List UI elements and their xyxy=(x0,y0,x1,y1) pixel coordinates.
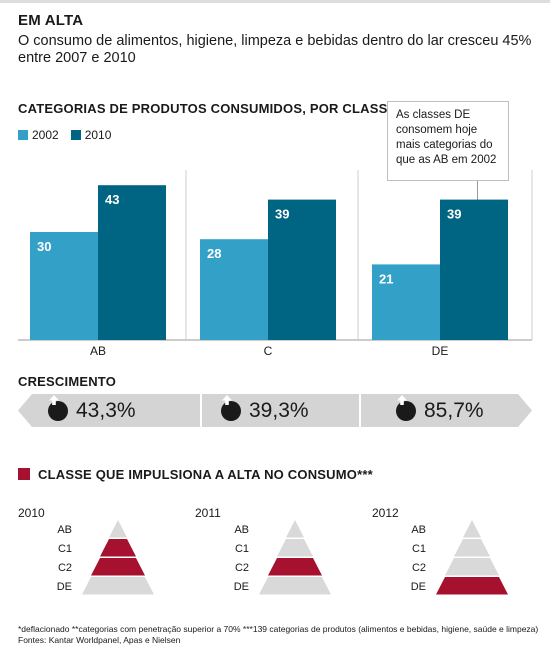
growth-value-ab: 43,3% xyxy=(76,398,136,422)
pyramid-level-label-c1: C1 xyxy=(412,543,426,555)
pyramid-shape: AB C1 C2 DE xyxy=(234,520,331,595)
pyramid-level-c1 xyxy=(454,539,490,557)
page-title: EM ALTA xyxy=(18,12,84,29)
pyramid-level-ab xyxy=(109,520,127,538)
pyramid-year-label: 2012 xyxy=(372,506,399,520)
pyramid-level-c2 xyxy=(268,558,322,576)
bar-de-2002 xyxy=(372,264,440,340)
chart-legend: 2002 2010 xyxy=(18,128,123,142)
category-label-de: DE xyxy=(432,344,449,358)
growth-value-de: 85,7% xyxy=(424,398,484,422)
category-label-ab: AB xyxy=(90,344,106,358)
bar-value-label: 30 xyxy=(37,239,51,254)
legend-swatch-2010 xyxy=(70,130,81,140)
pyramid-group: 2010 AB C1 C2 DE 2011 AB C1 C2 DE 2012 AB C1 C2 DE xyxy=(0,500,550,605)
growth-band: 43,3% 39,3% 85,7% xyxy=(18,394,532,427)
pyramid-level-label-ab: AB xyxy=(234,524,249,536)
arrow-up-icon xyxy=(48,395,68,421)
pyramid-level-label-c1: C1 xyxy=(235,543,249,555)
pyramid-title-marker xyxy=(18,468,30,480)
pyramid-level-de xyxy=(436,577,508,595)
legend-label-2002: 2002 xyxy=(32,128,59,142)
arrow-up-icon xyxy=(221,395,241,421)
pyramid-level-label-ab: AB xyxy=(411,524,426,536)
growth-value-c: 39,3% xyxy=(249,398,309,422)
arrow-up-icon xyxy=(396,395,416,421)
pyramid-title: CLASSE QUE IMPULSIONA A ALTA NO CONSUMO*… xyxy=(38,467,373,482)
legend-item-2010: 2010 xyxy=(70,128,112,142)
pyramid-level-ab xyxy=(463,520,481,538)
bar-value-label: 39 xyxy=(275,207,289,222)
pyramid-level-label-c2: C2 xyxy=(235,562,249,574)
bar-value-label: 28 xyxy=(207,246,221,261)
legend-swatch-2002 xyxy=(18,130,28,140)
bar-value-label: 43 xyxy=(105,192,119,207)
pyramid-level-c2 xyxy=(91,558,145,576)
chart-title: CATEGORIAS DE PRODUTOS CONSUMIDOS, POR C… xyxy=(18,101,397,116)
callout-box: As classes DE consomem hoje mais categor… xyxy=(387,101,509,181)
growth-item-ab: 43,3% xyxy=(48,394,136,427)
bar-ab-2002 xyxy=(30,232,98,340)
pyramid-level-label-de: DE xyxy=(234,581,249,593)
callout-connector xyxy=(477,181,478,200)
footnote: *deflacionado **categorias com penetraçã… xyxy=(18,624,548,646)
pyramid-level-c1 xyxy=(100,539,136,557)
growth-item-de: 85,7% xyxy=(396,394,484,427)
pyramid-level-ab xyxy=(286,520,304,538)
footnote-notes: *deflacionado **categorias com penetraçã… xyxy=(18,624,539,634)
pyramid-level-de xyxy=(82,577,154,595)
pyramid-year-label: 2011 xyxy=(195,506,221,520)
legend-label-2010: 2010 xyxy=(84,128,112,142)
growth-title: CRESCIMENTO xyxy=(18,374,117,389)
pyramid-2012: 2012 AB C1 C2 DE xyxy=(372,500,542,605)
pyramid-year-label: 2010 xyxy=(18,506,45,520)
page-subtitle: O consumo de alimentos, higiene, limpeza… xyxy=(18,33,532,66)
pyramid-2010: 2010 AB C1 C2 DE xyxy=(18,500,188,605)
growth-item-c: 39,3% xyxy=(221,394,309,427)
pyramid-level-label-ab: AB xyxy=(57,524,72,536)
bar-c-2010 xyxy=(268,199,336,340)
category-label-c: C xyxy=(264,344,273,358)
pyramid-shape: AB C1 C2 DE xyxy=(57,520,154,595)
top-divider xyxy=(0,0,550,3)
bar-de-2010 xyxy=(440,199,508,340)
pyramid-level-label-c1: C1 xyxy=(58,543,72,555)
bar-value-label: 39 xyxy=(447,207,461,222)
pyramid-level-c2 xyxy=(445,558,499,576)
pyramid-level-label-de: DE xyxy=(57,581,72,593)
pyramid-level-label-c2: C2 xyxy=(58,562,72,574)
footnote-sources: Fontes: Kantar Worldpanel, Apas e Nielse… xyxy=(18,635,181,645)
pyramid-shape: AB C1 C2 DE xyxy=(411,520,508,595)
pyramid-level-c1 xyxy=(277,539,313,557)
bar-ab-2010 xyxy=(98,185,166,340)
bar-c-2002 xyxy=(200,239,268,340)
bar-chart: 30 43 AB 28 39 C 21 39 DE xyxy=(18,170,533,358)
legend-item-2002: 2002 xyxy=(18,128,59,142)
pyramid-level-de xyxy=(259,577,331,595)
pyramid-level-label-de: DE xyxy=(411,581,426,593)
pyramid-level-label-c2: C2 xyxy=(412,562,426,574)
bar-value-label: 21 xyxy=(379,271,393,286)
pyramid-2011: 2011 AB C1 C2 DE xyxy=(195,500,365,605)
